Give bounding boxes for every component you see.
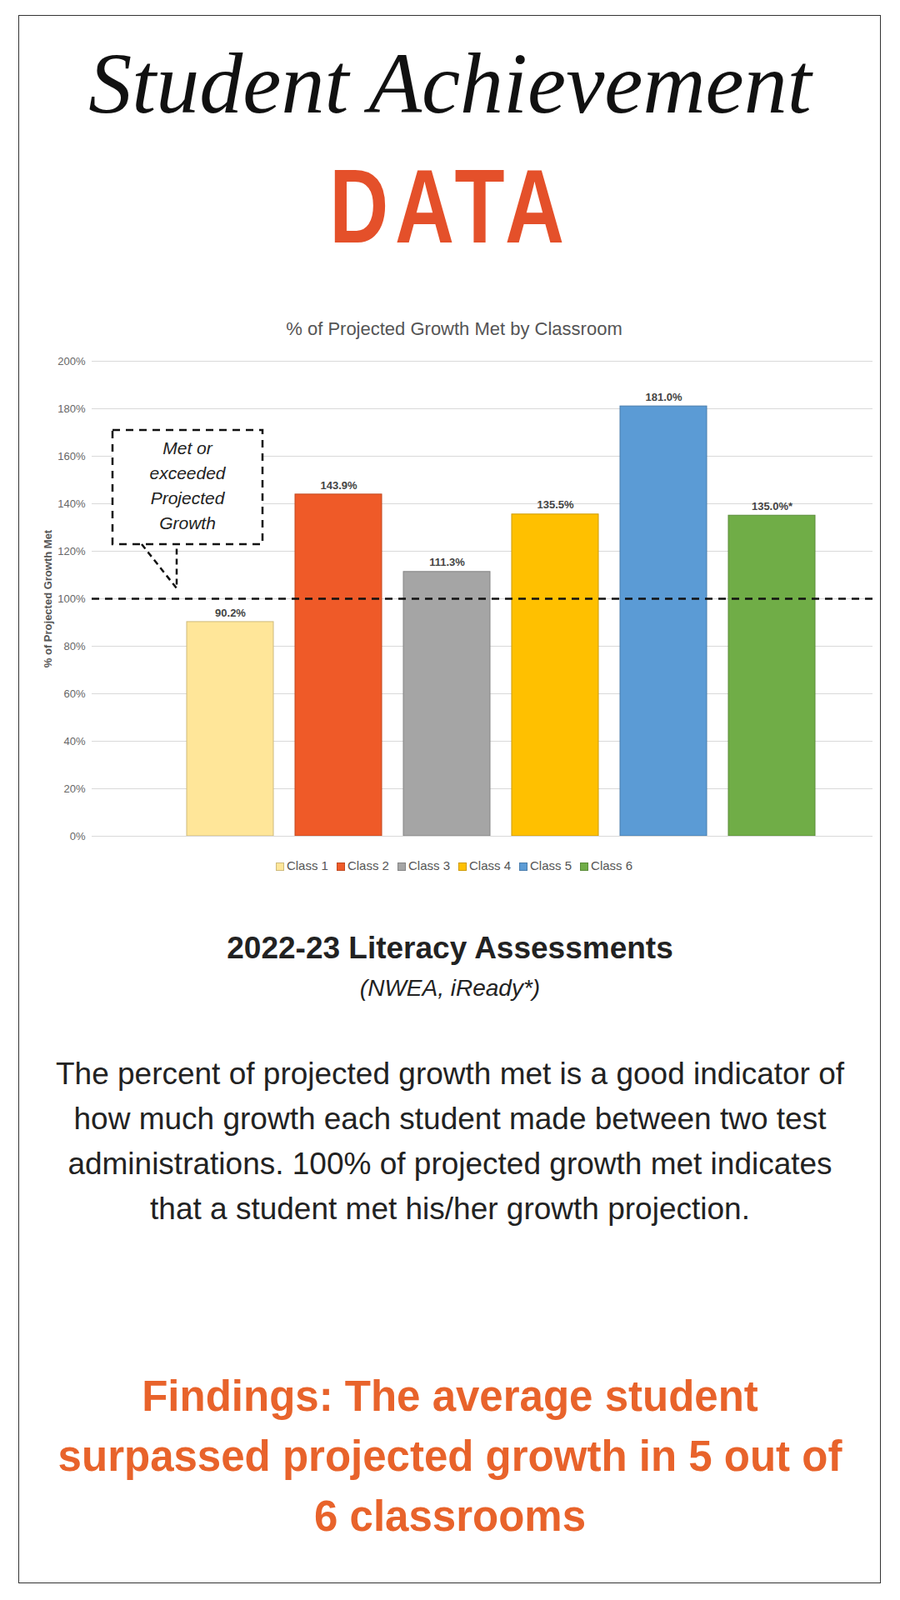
- svg-text:20%: 20%: [63, 782, 85, 795]
- svg-text:60%: 60%: [63, 687, 85, 700]
- svg-text:200%: 200%: [57, 355, 86, 368]
- html-text:Findings: The average student: Findings: The average student surpassed …: [58, 1372, 842, 1540]
- svg-text:180%: 180%: [57, 402, 86, 415]
- svg-text:Met or: Met or: [162, 438, 214, 458]
- html-text:Class 2: Class 2: [347, 858, 390, 873]
- svg-text:160%: 160%: [57, 450, 86, 463]
- html-text:Student Achievement: Student Achievement: [88, 35, 812, 131]
- svg-text:90.2%: 90.2%: [215, 606, 246, 620]
- html-text:The percent of projected growt: The percent of projected growth met is a…: [55, 1056, 845, 1226]
- html-text:% of Projected Growth Met by C: % of Projected Growth Met by Classroom: [286, 318, 623, 340]
- html-text:Class 3: Class 3: [408, 858, 450, 873]
- html-text:Class 6: Class 6: [590, 858, 633, 873]
- html-text:Class 5: Class 5: [530, 858, 572, 873]
- svg-text:100%: 100%: [57, 592, 86, 605]
- html-text:2022-23 Literacy Assessments: 2022-23 Literacy Assessments: [226, 930, 674, 965]
- svg-text:140%: 140%: [57, 497, 86, 510]
- svg-text:135.0%*: 135.0%*: [751, 500, 794, 513]
- svg-text:40%: 40%: [63, 735, 85, 748]
- svg-text:143.9%: 143.9%: [320, 479, 358, 492]
- svg-text:80%: 80%: [63, 640, 85, 653]
- svg-text:Projected: Projected: [150, 488, 226, 508]
- html-text:Class 4: Class 4: [469, 858, 511, 873]
- svg-text:135.5%: 135.5%: [536, 498, 575, 511]
- svg-text:111.3%: 111.3%: [429, 555, 465, 569]
- html-text:(NWEA, iReady*): (NWEA, iReady*): [359, 975, 541, 1001]
- svg-text:Growth: Growth: [159, 513, 216, 533]
- html-text:Class 1: Class 1: [286, 858, 329, 873]
- svg-text:0%: 0%: [70, 830, 86, 843]
- svg-text:181.0%: 181.0%: [645, 390, 683, 404]
- svg-text:% of Projected Growth Met: % of Projected Growth Met: [41, 529, 55, 668]
- svg-text:exceeded: exceeded: [149, 463, 226, 483]
- svg-text:120%: 120%: [57, 545, 86, 558]
- html-text:DATA: DATA: [329, 147, 571, 265]
